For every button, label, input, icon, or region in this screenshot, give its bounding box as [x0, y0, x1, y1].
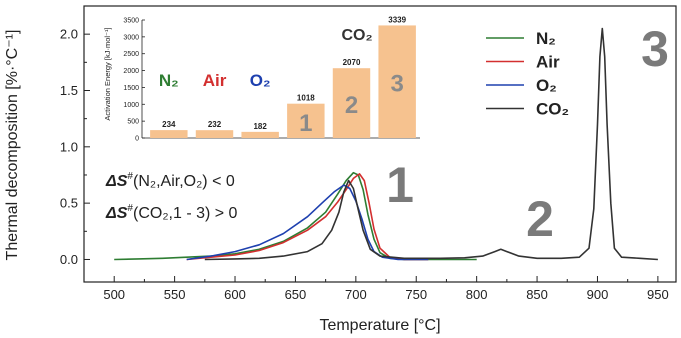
entropy-annotation-1: ΔS#(N₂,Air,O₂) < 0 [105, 171, 235, 190]
x-tick-label: 500 [103, 287, 125, 302]
inset-category-label: 2 [345, 92, 358, 119]
x-tick-label: 650 [285, 287, 307, 302]
inset-y-tick-label: 500 [127, 119, 139, 126]
region-label-2: 2 [526, 191, 554, 247]
inset-bar [332, 68, 371, 138]
inset-y-tick-label: 2500 [123, 51, 139, 58]
plot-frame [83, 5, 677, 283]
inset-bar-value-label: 2070 [343, 58, 361, 67]
region-label-3: 3 [641, 21, 669, 77]
x-tick-label: 900 [587, 287, 609, 302]
x-tick-label: 800 [466, 287, 488, 302]
inset-background [94, 10, 428, 140]
y-tick-label: 0.0 [60, 252, 78, 267]
inset-y-axis-label: Activation Energy [kJ·mol⁻¹] [103, 27, 112, 120]
inset-bar-value-label: 3339 [388, 15, 406, 24]
legend-label: CO₂ [536, 100, 569, 119]
region-label-1: 1 [386, 157, 414, 213]
inset-bar-chart: 0 500 1000 1500 2000 2500 3000 3500 234 N₂ 232 Air… [94, 10, 428, 143]
x-tick-label: 700 [345, 287, 367, 302]
inset-category-label: Air [203, 71, 227, 90]
inset-bar [195, 130, 234, 138]
inset-bar [150, 130, 188, 138]
entropy-annotation-2: ΔS#(CO₂,1 - 3) > 0 [105, 203, 238, 222]
inset-y-tick-label: 3500 [123, 18, 139, 25]
y-tick-label: 1.5 [60, 83, 78, 98]
x-tick-label: 950 [647, 287, 669, 302]
x-tick-label: 850 [526, 287, 548, 302]
legend: N₂ Air O₂ CO₂ [486, 29, 569, 119]
x-axis-label: Temperature [°C] [319, 317, 440, 334]
inset-category-label: 1 [299, 110, 312, 137]
y-tick-label: 0.5 [60, 196, 78, 211]
inset-bar-value-label: 234 [162, 120, 176, 129]
inset-y-tick-label: 0 [135, 136, 139, 143]
inset-bar-value-label: 232 [208, 120, 222, 129]
legend-label: O₂ [536, 76, 557, 95]
series-line-n [114, 171, 477, 261]
inset-bar [287, 103, 325, 138]
x-tick-label: 750 [405, 287, 427, 302]
legend-label: Air [536, 53, 560, 72]
inset-bar [241, 131, 279, 138]
y-axis-label: Thermal decomposition [%·°C⁻¹] [4, 30, 21, 261]
series-line-co [204, 27, 658, 261]
y-tick-label: 1.0 [60, 139, 78, 154]
inset-category-label: N₂ [159, 71, 179, 90]
inset-bar [378, 25, 416, 138]
inset-group-title: CO₂ [341, 27, 372, 44]
inset-bar-value-label: 1018 [297, 94, 315, 103]
inset-bar-value-label: 182 [253, 122, 267, 131]
inset-y-tick-label: 2000 [123, 68, 139, 75]
inset-y-tick-label: 1000 [123, 102, 139, 109]
legend-label: N₂ [536, 29, 556, 48]
y-tick-label: 2.0 [60, 27, 78, 42]
x-tick-label: 550 [164, 287, 186, 302]
inset-y-tick-label: 1500 [123, 85, 139, 92]
inset-category-label: O₂ [250, 71, 271, 90]
inset-y-tick-label: 3000 [123, 34, 139, 41]
inset-category-label: 3 [390, 71, 403, 98]
x-tick-label: 600 [224, 287, 246, 302]
